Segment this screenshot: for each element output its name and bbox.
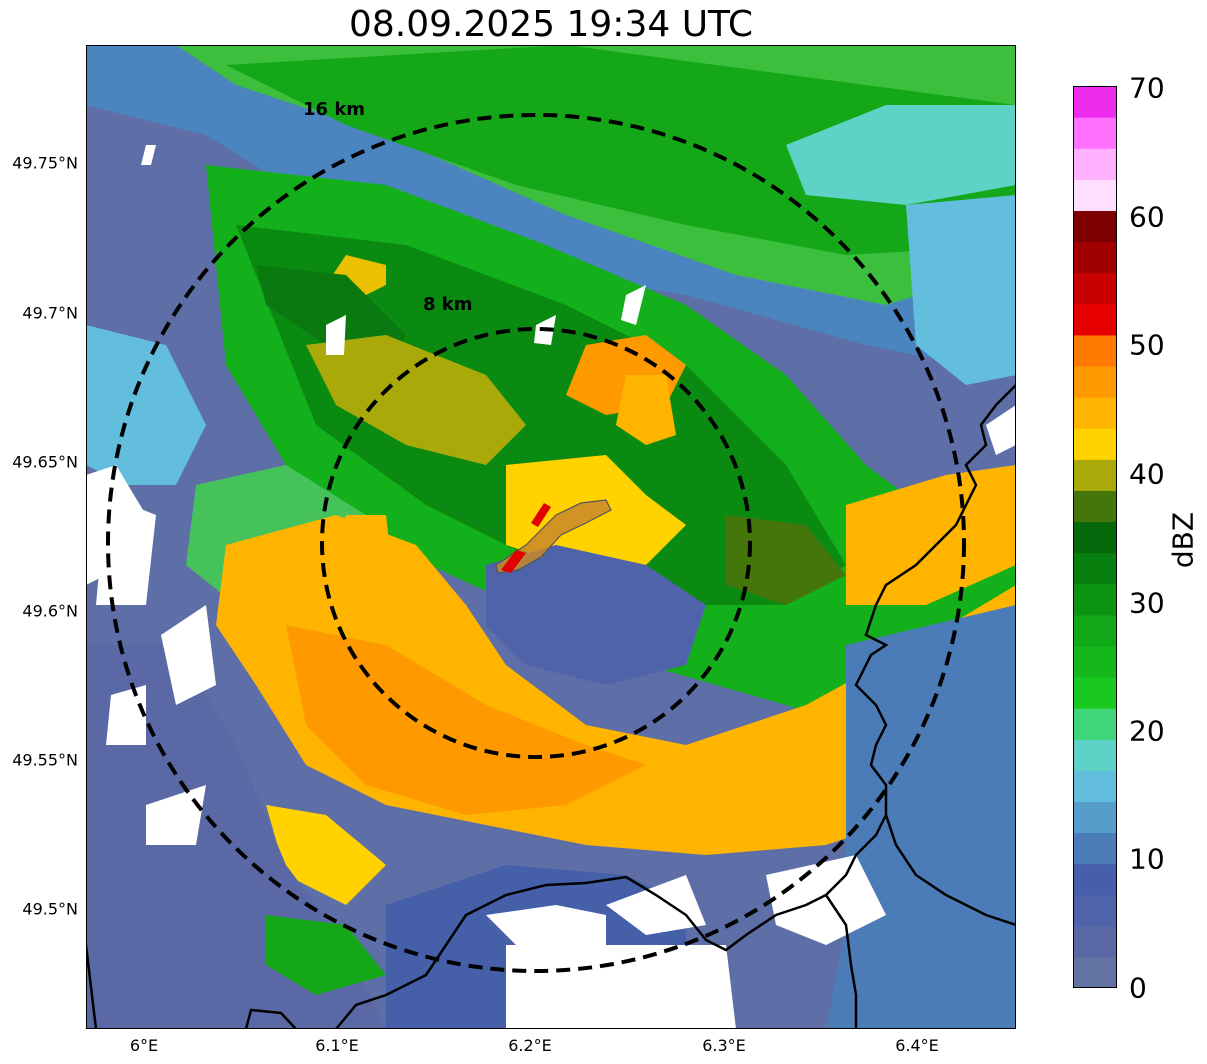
range-ring-8km <box>320 327 752 759</box>
colorbar-tick-label: 20 <box>1129 714 1165 748</box>
y-tick-label: 49.75°N <box>12 153 78 173</box>
y-tick-label: 49.55°N <box>12 750 78 770</box>
storm-cell-core <box>501 550 526 573</box>
colorbar-tick-label: 70 <box>1129 71 1165 105</box>
political-borders <box>86 384 1016 1029</box>
colorbar <box>1073 86 1117 988</box>
reflectivity-area <box>786 105 1016 205</box>
colorbar-segment <box>1073 210 1117 243</box>
colorbar-segment <box>1073 676 1117 709</box>
y-tick-label: 49.65°N <box>12 452 78 472</box>
range-ring-16km <box>106 113 966 973</box>
x-tick-label: 6.2°E <box>508 1036 552 1055</box>
colorbar-segment <box>1073 272 1117 305</box>
colorbar-segment <box>1073 583 1117 616</box>
radar-map: 16 km 8 km <box>86 45 1016 1029</box>
colorbar-tick-label: 10 <box>1129 842 1165 876</box>
x-tick-label: 6.3°E <box>702 1036 746 1055</box>
colorbar-segment <box>1073 801 1117 834</box>
colorbar-tick-label: 60 <box>1129 200 1165 234</box>
colorbar-segment <box>1073 832 1117 865</box>
colorbar-tick-label: 40 <box>1129 457 1165 491</box>
colorbar-segment <box>1073 179 1117 212</box>
reflectivity-area <box>486 545 706 685</box>
reflectivity-area <box>326 515 396 625</box>
colorbar-segment <box>1073 552 1117 585</box>
x-tick-label: 6.4°E <box>895 1036 939 1055</box>
x-tick-label: 6.1°E <box>315 1036 359 1055</box>
colorbar-segment <box>1073 334 1117 367</box>
colorbar-segment <box>1073 148 1117 180</box>
y-tick-label: 49.6°N <box>22 601 78 621</box>
y-tick-label: 49.7°N <box>22 303 78 323</box>
reflectivity-area <box>906 195 1016 385</box>
colorbar-segment <box>1073 614 1117 647</box>
range-ring-label-8km: 8 km <box>423 294 473 315</box>
colorbar-segment <box>1073 645 1117 678</box>
colorbar-segment <box>1073 459 1117 491</box>
colorbar-segment <box>1073 397 1117 429</box>
reflectivity-area <box>226 45 1016 255</box>
reflectivity-area <box>86 325 206 485</box>
plot-frame <box>86 45 1016 1029</box>
storm-cell-core-2 <box>531 503 551 527</box>
range-rings <box>106 113 966 973</box>
colorbar-segment <box>1073 925 1117 958</box>
colorbar-segment <box>1073 365 1117 398</box>
reflectivity-area <box>286 625 646 815</box>
reflectivity-area <box>306 335 526 465</box>
storm-cell-polygon <box>495 499 612 574</box>
reflectivity-area <box>616 375 676 445</box>
reflectivity-area <box>266 915 386 995</box>
colorbar-segment <box>1073 708 1117 740</box>
x-tick-label: 6°E <box>129 1036 159 1055</box>
colorbar-segment <box>1073 894 1117 927</box>
chart-title: 08.09.2025 19:34 UTC <box>348 4 754 45</box>
colorbar-segment <box>1073 117 1117 149</box>
colorbar-label: dBZ <box>1166 511 1200 569</box>
colorbar-segment <box>1073 303 1117 336</box>
colorbar-segment <box>1073 86 1117 118</box>
colorbar-tick-label: 50 <box>1129 328 1165 362</box>
colorbar-segment <box>1073 490 1117 523</box>
colorbar-tick-label: 30 <box>1129 586 1165 620</box>
colorbar-segment <box>1073 863 1117 896</box>
colorbar-segment <box>1073 428 1117 460</box>
colorbar-tick-label: 0 <box>1129 971 1147 1005</box>
y-tick-label: 49.5°N <box>22 899 78 919</box>
reflectivity-field <box>86 45 1016 1029</box>
colorbar-segment <box>1073 241 1117 274</box>
colorbar-segment <box>1073 770 1117 802</box>
reflectivity-area <box>846 465 1016 605</box>
reflectivity-area <box>826 605 1016 1029</box>
colorbar-segment <box>1073 521 1117 554</box>
colorbar-segment <box>1073 739 1117 771</box>
colorbar-segment <box>1073 956 1117 988</box>
reflectivity-area <box>726 515 846 605</box>
white-noise-gaps <box>86 145 1016 1029</box>
colorbar-frame <box>1073 86 1117 988</box>
range-ring-label-16km: 16 km <box>303 99 365 120</box>
